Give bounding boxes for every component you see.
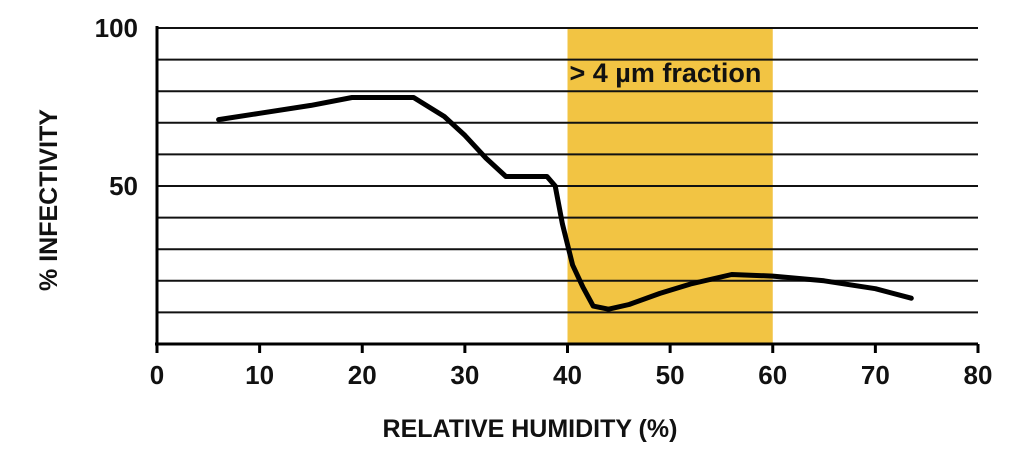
y-tick-label: 50 bbox=[109, 171, 138, 201]
band-annotation: > 4 µm fraction bbox=[570, 58, 762, 88]
series-layer bbox=[216, 95, 914, 312]
y-axis-title: % INFECTIVITY bbox=[35, 109, 63, 291]
labels: 0 10 20 30 40 50 60 70 80 50 100 RELATIVE HUMIDITY … bbox=[35, 13, 992, 443]
axes bbox=[155, 26, 980, 353]
x-tick-label: 0 bbox=[150, 360, 164, 390]
x-tick-label: 60 bbox=[758, 360, 787, 390]
x-tick-label: 10 bbox=[245, 360, 274, 390]
y-tick-label: 100 bbox=[95, 13, 138, 43]
x-tick-label: 20 bbox=[348, 360, 377, 390]
x-tick-label: 40 bbox=[553, 360, 582, 390]
x-tick-label: 50 bbox=[656, 360, 685, 390]
x-axis-title: RELATIVE HUMIDITY (%) bbox=[383, 415, 678, 443]
x-tick-label: 70 bbox=[861, 360, 890, 390]
infectivity-line bbox=[216, 95, 914, 312]
x-tick-label: 30 bbox=[450, 360, 479, 390]
x-tick-label: 80 bbox=[964, 360, 993, 390]
